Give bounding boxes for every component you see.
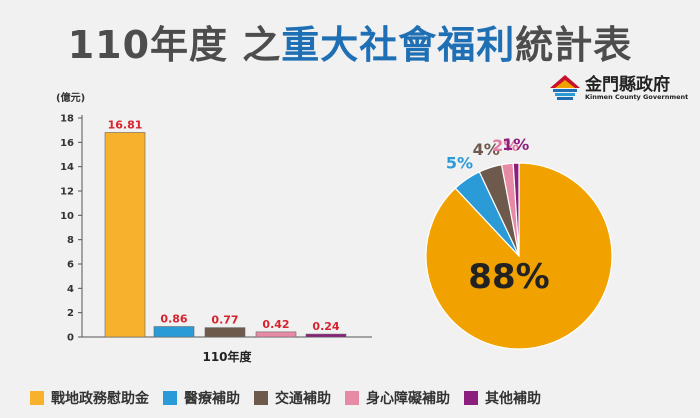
legend-item: 戰地政務慰助金 — [30, 388, 149, 408]
legend-label: 醫療補助 — [184, 391, 240, 407]
bar — [255, 331, 297, 338]
legend-swatch — [163, 391, 177, 405]
bar — [204, 327, 246, 338]
government-logo: 金門縣政府 Kinmen County Government — [549, 72, 699, 106]
logo-name-cn: 金門縣政府 — [585, 75, 670, 95]
bar-value-label: 0.24 — [312, 320, 339, 333]
title-part-highlight: 重大社會福利 — [281, 23, 516, 67]
kinmen-emblem-icon — [550, 75, 580, 100]
title-part-suffix: 統計表 — [515, 23, 633, 67]
legend-item: 醫療補助 — [163, 388, 240, 408]
legend-swatch — [254, 391, 268, 405]
bar-value-label: 0.77 — [211, 314, 238, 327]
legend-label: 戰地政務慰助金 — [51, 391, 149, 407]
legend-swatch — [30, 391, 44, 405]
y-axis-label: (億元) — [56, 91, 85, 104]
y-tick-label: 18 — [60, 114, 74, 125]
bar-value-label: 0.42 — [262, 318, 289, 331]
logo-name-en: Kinmen County Government — [585, 93, 689, 101]
pie-slice-label: 1% — [502, 135, 529, 154]
pie-slice-label: 2% — [492, 136, 519, 155]
legend-label: 其他補助 — [485, 391, 541, 407]
y-tick-label: 10 — [60, 211, 74, 222]
legend-label: 交通補助 — [275, 391, 331, 407]
x-axis-label: 110年度 — [202, 349, 252, 364]
legend-item: 身心障礙補助 — [345, 388, 450, 408]
y-tick-label: 6 — [67, 260, 74, 271]
y-tick-label: 12 — [60, 187, 74, 198]
legend-label: 身心障礙補助 — [366, 391, 450, 407]
y-tick-label: 16 — [60, 138, 74, 149]
pie-slice-label: 5% — [446, 153, 473, 172]
bar-value-label: 16.81 — [108, 118, 143, 131]
y-tick-label: 4 — [67, 284, 74, 295]
bar-value-label: 0.86 — [160, 313, 187, 326]
y-tick-label: 2 — [67, 308, 74, 319]
chart-legend: 戰地政務慰助金 醫療補助 交通補助 身心障礙補助 其他補助 — [30, 386, 555, 410]
page-title: 110年度 之重大社會福利統計表 — [0, 14, 700, 69]
bar-chart: (億元) 0 2 4 6 8 10 12 14 16 18 16.81 0.86 0.77 0.42 0.24… — [56, 91, 372, 364]
title-part-year: 110年度 之 — [67, 23, 282, 67]
legend-swatch — [345, 391, 359, 405]
pie-chart: 88% 5%4%2%1% — [425, 135, 613, 350]
bar — [153, 326, 195, 338]
pie-slice-label: 88% — [468, 257, 549, 297]
bar — [104, 132, 146, 338]
pie-slice — [512, 162, 520, 257]
y-tick-label: 8 — [67, 235, 74, 246]
y-tick-label: 14 — [60, 162, 74, 173]
legend-item: 交通補助 — [254, 388, 331, 408]
pie-slice-label: 4% — [473, 140, 500, 159]
legend-item: 其他補助 — [464, 388, 541, 408]
legend-swatch — [464, 391, 478, 405]
y-tick-label: 0 — [67, 333, 74, 344]
bar — [305, 333, 347, 338]
